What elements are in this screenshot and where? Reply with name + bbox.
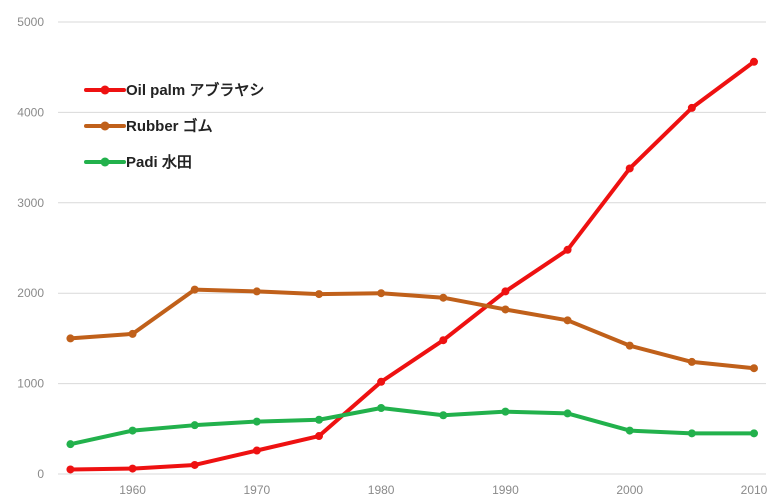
legend: Oil palm アブラヤシ Rubber ゴム Padi 水田 xyxy=(84,81,264,171)
data-point xyxy=(563,245,572,254)
x-tick-label: 1960 xyxy=(119,483,146,497)
data-point xyxy=(750,429,758,438)
data-point xyxy=(128,426,137,435)
y-tick-label: 3000 xyxy=(17,196,44,210)
data-point xyxy=(501,287,510,296)
data-point xyxy=(190,421,199,430)
legend-label: Oil palm アブラヤシ xyxy=(126,81,264,99)
series-line-2 xyxy=(68,406,756,447)
data-point xyxy=(66,334,75,343)
data-point xyxy=(377,289,386,298)
x-tick-label: 1980 xyxy=(368,483,395,497)
data-point xyxy=(252,287,261,296)
data-point xyxy=(377,377,386,386)
data-point xyxy=(501,407,510,416)
legend-label: Rubber ゴム xyxy=(126,117,213,135)
data-point xyxy=(439,411,448,420)
data-point xyxy=(190,285,199,294)
x-tick-label: 1990 xyxy=(492,483,519,497)
data-point xyxy=(252,446,261,455)
data-point xyxy=(377,404,386,413)
data-point xyxy=(563,316,572,325)
y-tick-label: 5000 xyxy=(17,15,44,29)
data-point xyxy=(687,357,696,366)
data-point xyxy=(501,305,510,314)
data-point xyxy=(128,464,137,473)
y-tick-label: 1000 xyxy=(17,377,44,391)
y-axis-ticks: 0 1000 2000 3000 4000 5000 xyxy=(17,15,44,481)
x-tick-label: 2000 xyxy=(616,483,643,497)
gridlines xyxy=(58,21,766,475)
series-line-0 xyxy=(68,59,756,472)
data-point xyxy=(190,460,199,469)
data-point xyxy=(750,364,758,373)
data-point xyxy=(252,417,261,426)
series-points xyxy=(66,57,758,474)
x-tick-label: 2010 xyxy=(741,483,768,497)
data-point xyxy=(563,409,572,418)
data-point xyxy=(625,341,634,350)
x-axis-ticks: 1960 1970 1980 1990 2000 2010 xyxy=(119,483,767,497)
data-point xyxy=(625,426,634,435)
legend-swatch-marker xyxy=(100,85,110,95)
x-tick-label: 1970 xyxy=(244,483,271,497)
data-point xyxy=(66,440,75,449)
data-point xyxy=(315,415,323,424)
data-point xyxy=(687,103,696,112)
data-point xyxy=(625,164,634,173)
y-tick-label: 4000 xyxy=(17,105,44,119)
data-point xyxy=(315,290,323,299)
legend-swatch-marker xyxy=(100,157,110,167)
data-point xyxy=(66,465,75,474)
y-tick-label: 0 xyxy=(37,467,44,481)
data-point xyxy=(750,57,758,66)
data-point xyxy=(128,329,137,338)
data-point xyxy=(439,293,448,302)
legend-label: Padi 水田 xyxy=(126,153,192,171)
legend-swatch-marker xyxy=(100,121,110,131)
y-tick-label: 2000 xyxy=(17,286,44,300)
series-lines xyxy=(68,59,756,472)
series-line-1 xyxy=(68,287,756,371)
data-point xyxy=(315,432,323,441)
data-point xyxy=(439,336,448,345)
data-point xyxy=(687,429,696,438)
